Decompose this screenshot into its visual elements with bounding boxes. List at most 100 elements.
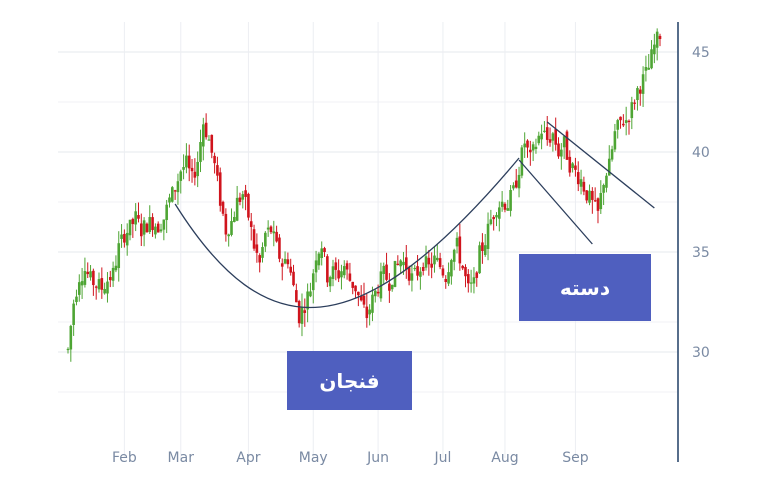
candle-body — [272, 231, 276, 234]
candle-body — [165, 204, 168, 221]
candle-body — [120, 234, 123, 239]
candle-body — [357, 291, 360, 296]
candle-body — [534, 146, 538, 150]
candle-body — [233, 216, 236, 222]
candle-body — [323, 248, 326, 253]
candle-body — [607, 158, 611, 176]
candle-body — [540, 133, 543, 140]
candle-body — [599, 192, 603, 210]
candle-body — [89, 271, 92, 278]
candle-body — [128, 219, 132, 236]
candle-body — [224, 213, 228, 235]
candle-body — [622, 123, 625, 126]
candle-body — [627, 120, 631, 123]
candle-body — [593, 200, 597, 202]
candle-body — [514, 180, 518, 188]
candle-body — [173, 190, 177, 192]
candle-body — [187, 155, 191, 169]
candle-body — [286, 259, 290, 265]
candle-body — [450, 260, 453, 277]
candle-body — [148, 217, 152, 232]
y-tick-label: 45 — [692, 45, 710, 61]
candle-body — [171, 187, 174, 202]
candle-body — [624, 120, 628, 123]
candle-body — [275, 231, 278, 242]
candle-body — [531, 144, 535, 151]
candle-body — [334, 262, 338, 270]
candle-body — [362, 295, 366, 305]
candle-body — [216, 165, 219, 176]
candle-body — [424, 256, 428, 268]
candle-body — [80, 281, 84, 286]
candle-body — [650, 49, 653, 69]
candle-body — [306, 291, 309, 310]
candle-body — [66, 348, 70, 351]
candle-body — [368, 309, 371, 315]
candle-body — [159, 229, 163, 232]
candle-body — [142, 220, 146, 235]
candle-body — [134, 211, 137, 225]
candle-body — [512, 185, 515, 189]
candle-body — [517, 174, 521, 189]
candle-body — [261, 247, 264, 258]
candle-body — [554, 129, 557, 145]
candle-body — [520, 147, 524, 176]
candle-body — [481, 242, 484, 251]
candle-body — [435, 257, 439, 261]
candle-body — [548, 139, 552, 143]
candle-body — [123, 233, 126, 243]
candle-body — [83, 271, 87, 285]
candle-body — [185, 155, 188, 168]
candle-body — [196, 161, 199, 177]
candle-body — [461, 265, 464, 269]
candle-body — [86, 271, 90, 275]
candle-body — [486, 223, 490, 249]
candle-body — [179, 171, 183, 181]
candle-body — [565, 131, 569, 160]
x-tick-label: Sep — [562, 450, 589, 466]
cup-label-box: فنجان — [287, 351, 412, 410]
candle-body — [94, 286, 98, 288]
candle-body — [168, 197, 171, 203]
candle-body — [410, 273, 414, 281]
candle-body — [447, 272, 450, 284]
candle-body — [139, 223, 143, 237]
candle-body — [125, 232, 129, 246]
candle-body — [297, 301, 301, 324]
candle-body — [633, 102, 636, 104]
handle-label: دسته — [559, 275, 611, 300]
candle-body — [413, 267, 417, 270]
x-tick-label: Feb — [112, 450, 137, 466]
candle-body — [207, 139, 211, 141]
candle-body — [416, 266, 419, 276]
candle-body — [444, 279, 448, 282]
candle-body — [376, 291, 380, 294]
candle-body — [562, 136, 566, 148]
x-tick-label: May — [299, 450, 328, 466]
candle-body — [108, 277, 112, 281]
candle-body — [498, 207, 501, 219]
x-tick-label: Jun — [366, 450, 389, 466]
candle-body — [616, 120, 620, 130]
candle-body — [340, 271, 343, 278]
candle-body — [182, 167, 185, 170]
candle-body — [154, 226, 157, 235]
candle-body — [295, 290, 298, 303]
candle-body — [266, 227, 270, 230]
cup-curve — [174, 157, 520, 309]
candle-body — [151, 217, 154, 231]
cup-label: فنجان — [319, 368, 380, 393]
candle-body — [379, 271, 383, 299]
candle-body — [537, 135, 541, 144]
candle-body — [441, 268, 445, 276]
candle-body — [97, 279, 101, 290]
candle-body — [176, 181, 180, 193]
candle-body — [303, 310, 307, 313]
candle-body — [221, 201, 225, 214]
candle-body — [69, 325, 73, 350]
candle-body — [602, 184, 605, 193]
candle-body — [218, 172, 222, 206]
candle-body — [300, 306, 304, 324]
y-tick-label: 35 — [692, 245, 710, 261]
candle-body — [390, 284, 394, 290]
